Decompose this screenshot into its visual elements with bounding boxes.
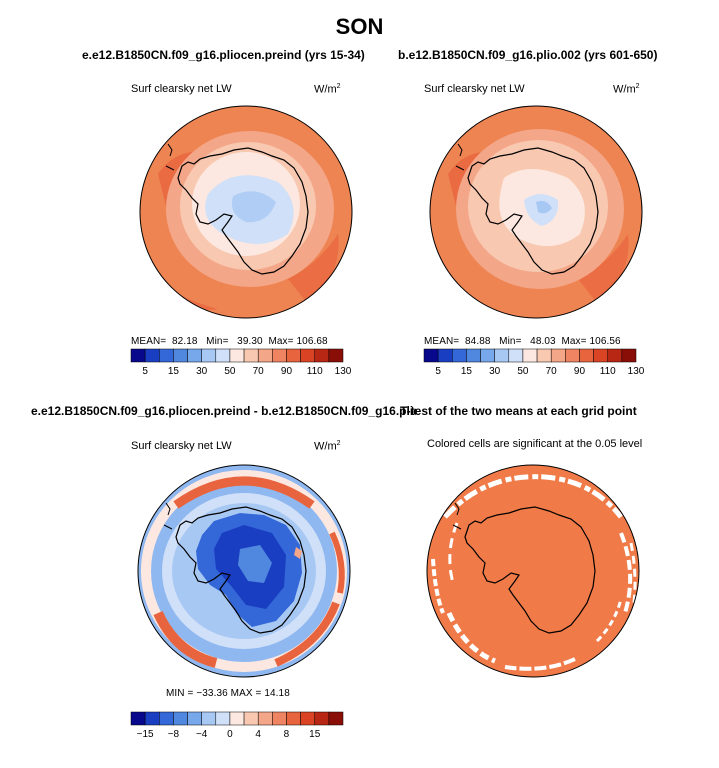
colorbar-tick-label: 4 xyxy=(255,729,261,740)
colorbar-swatch xyxy=(579,348,594,363)
panel-difference-map xyxy=(137,464,351,678)
colorbar-tick-label: −15 xyxy=(137,729,154,740)
panel-control-title: e.e12.B1850CN.f09_g16.pliocen.preind (yr… xyxy=(82,48,365,62)
colorbar-swatch xyxy=(144,711,160,726)
antarctica-coastline xyxy=(177,147,309,275)
colorbar-swatch xyxy=(201,348,217,363)
colorbar-swatch xyxy=(452,348,467,363)
panel-difference-stats: MIN = −33.36 MAX = 14.18 xyxy=(166,688,290,699)
colorbar-swatch xyxy=(300,348,315,363)
colorbar-tick-label: 90 xyxy=(281,366,293,377)
colorbar-swatch xyxy=(607,348,623,363)
colorbar-swatch xyxy=(328,711,344,726)
colorbar-swatch xyxy=(466,348,481,363)
colorbar-tick-label: 30 xyxy=(489,366,501,377)
colorbar-swatch xyxy=(187,348,202,363)
colorbar-swatch xyxy=(522,348,538,363)
colorbar-tick-label: 130 xyxy=(628,366,645,377)
panel-difference-colorbar: −15 −8 −4 0 4 8 15 xyxy=(130,711,344,740)
colorbar-swatch xyxy=(621,348,637,363)
panel-test-title: b.e12.B1850CN.f09_g16.plio.002 (yrs 601-… xyxy=(398,48,658,62)
panel-significance-subtitle: Colored cells are significant at the 0.0… xyxy=(427,438,643,450)
colorbar-swatch xyxy=(173,348,188,363)
colorbar-swatch xyxy=(130,348,146,363)
colorbar-swatch xyxy=(257,711,273,726)
colorbar-swatch xyxy=(494,348,510,363)
colorbar-swatch xyxy=(144,348,160,363)
colorbar-swatch xyxy=(201,711,217,726)
colorbar-tick-label: 50 xyxy=(224,366,236,377)
colorbar-tick-label: 0 xyxy=(227,729,233,740)
colorbar-tick-label: 110 xyxy=(600,366,616,377)
panel-test-map xyxy=(429,105,643,319)
colorbar-swatch xyxy=(229,711,245,726)
colorbar-swatch xyxy=(215,348,231,363)
panel-test-units: W/m2 xyxy=(613,83,640,96)
colorbar-swatch xyxy=(187,711,202,726)
panel-test-colorbar: 5 15 30 50 70 90 110 130 xyxy=(423,348,645,377)
colorbar-tick-label: 110 xyxy=(307,366,323,377)
colorbar-swatch xyxy=(159,348,174,363)
colorbar-swatch xyxy=(437,348,453,363)
antarctica-coastline xyxy=(467,147,599,275)
panel-test-stats: MEAN= 84.88 Min= 48.03 Max= 106.56 xyxy=(424,336,621,347)
antarctica-coastline xyxy=(464,506,596,634)
panel-control-variable: Surf clearsky net LW xyxy=(131,83,232,95)
colorbar-swatch xyxy=(536,348,552,363)
colorbar-swatch xyxy=(272,348,287,363)
colorbar-tick-label: 15 xyxy=(461,366,473,377)
colorbar-tick-label: 50 xyxy=(517,366,529,377)
colorbar-tick-label: 70 xyxy=(253,366,265,377)
panel-test-variable: Surf clearsky net LW xyxy=(424,83,525,95)
panel-difference-variable: Surf clearsky net LW xyxy=(131,440,232,452)
colorbar-tick-label: 90 xyxy=(574,366,586,377)
panel-difference-title: e.e12.B1850CN.f09_g16.pliocen.preind - b… xyxy=(31,404,416,418)
colorbar-swatch xyxy=(257,348,273,363)
colorbar-swatch xyxy=(286,348,301,363)
colorbar-swatch xyxy=(286,711,301,726)
colorbar-swatch xyxy=(229,348,245,363)
colorbar-tick-label: 15 xyxy=(168,366,180,377)
colorbar-swatch xyxy=(243,348,259,363)
colorbar-swatch xyxy=(243,711,259,726)
colorbar-tick-label: −8 xyxy=(168,729,180,740)
colorbar-swatch xyxy=(173,711,188,726)
colorbar-swatch xyxy=(550,348,566,363)
panel-control-units: W/m2 xyxy=(314,83,341,96)
colorbar-tick-label: −4 xyxy=(196,729,208,740)
colorbar-swatch xyxy=(215,711,231,726)
panel-difference-units: W/m2 xyxy=(314,440,341,453)
colorbar-swatch xyxy=(565,348,580,363)
colorbar-tick-label: 8 xyxy=(284,729,290,740)
colorbar-tick-label: 70 xyxy=(546,366,558,377)
colorbar-swatch xyxy=(130,711,146,726)
colorbar-swatch xyxy=(508,348,524,363)
colorbar-tick-label: 30 xyxy=(196,366,208,377)
panel-control-map xyxy=(139,105,353,319)
panel-significance-title: T-test of the two means at each grid poi… xyxy=(400,404,637,418)
colorbar-tick-label: 15 xyxy=(309,729,321,740)
colorbar-swatch xyxy=(314,348,330,363)
colorbar-swatch xyxy=(480,348,495,363)
panel-significance-map xyxy=(426,464,640,678)
antarctica-coastline xyxy=(175,506,307,634)
page-title: SON xyxy=(335,14,384,39)
colorbar-tick-label: 5 xyxy=(435,366,441,377)
colorbar-swatch xyxy=(328,348,344,363)
colorbar-swatch xyxy=(159,711,174,726)
colorbar-swatch xyxy=(314,711,330,726)
colorbar-tick-label: 130 xyxy=(335,366,352,377)
colorbar-tick-label: 5 xyxy=(142,366,148,377)
colorbar-swatch xyxy=(272,711,287,726)
colorbar-swatch xyxy=(300,711,315,726)
colorbar-swatch xyxy=(423,348,439,363)
colorbar-swatch xyxy=(593,348,608,363)
panel-control-colorbar: 5 15 30 50 70 90 110 130 xyxy=(130,348,352,377)
panel-control-stats: MEAN= 82.18 Min= 39.30 Max= 106.68 xyxy=(131,336,328,347)
